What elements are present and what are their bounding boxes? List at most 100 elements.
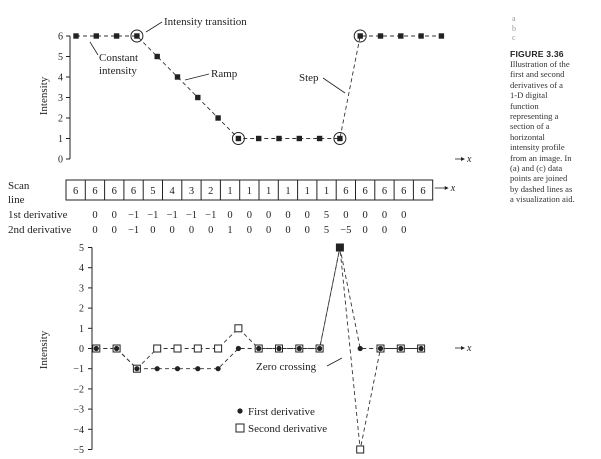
transition-marker xyxy=(231,132,245,145)
profile-point xyxy=(93,33,99,39)
derivative-value: 0 xyxy=(363,210,368,221)
step-label: Step xyxy=(299,72,319,84)
caption-line: from an image. In xyxy=(510,152,572,163)
derivative-value: 0 xyxy=(92,210,97,221)
annotation-leader xyxy=(89,41,99,56)
y-tick-label: 1 xyxy=(58,134,63,145)
scan-line-cell: 6 xyxy=(73,186,78,197)
derivative-value: 0 xyxy=(305,210,310,221)
second-derivative-line xyxy=(96,247,422,450)
derivative-value: 0 xyxy=(266,210,271,221)
y-tick-label: 0 xyxy=(79,344,84,355)
derivative-row-label: 1st derivative xyxy=(8,209,68,221)
ramp-label: Ramp xyxy=(211,68,238,80)
caption-line: (a) and (c) data xyxy=(510,162,563,173)
derivative-value: −1 xyxy=(147,210,158,221)
derivative-value: 0 xyxy=(401,210,406,221)
scan-line-label: line xyxy=(8,194,25,206)
caption-line: first and second xyxy=(510,69,565,80)
derivative-value: −5 xyxy=(340,225,351,236)
scan-line-cell: 6 xyxy=(92,186,97,197)
caption-line: horizontal xyxy=(510,131,545,142)
derivative-value: 0 xyxy=(266,225,271,236)
scan-line-cell: 6 xyxy=(401,186,406,197)
caption-line: section of a xyxy=(510,121,550,132)
scan-line-cell: 1 xyxy=(247,186,252,197)
profile-point xyxy=(357,33,363,39)
derivative-value: 0 xyxy=(382,210,387,221)
y-tick-label: 0 xyxy=(58,155,63,166)
caption-line: derivatives of a xyxy=(510,79,563,90)
y-tick-label: −4 xyxy=(73,425,84,436)
first-derivative-point xyxy=(357,345,363,352)
scan-line-cell: 6 xyxy=(131,186,136,197)
profile-point xyxy=(276,135,282,142)
profile-point xyxy=(215,115,221,121)
derivative-value: 0 xyxy=(227,210,232,221)
derivative-value: 0 xyxy=(189,225,194,236)
first-derivative-point xyxy=(235,345,241,352)
panel-letters: a b c xyxy=(510,14,596,43)
second-derivative-point xyxy=(356,445,365,454)
derivative-value: −1 xyxy=(186,210,197,221)
scan-line-cell: 4 xyxy=(170,186,176,197)
scan-line-cell: 1 xyxy=(285,186,290,197)
scan-line-cell: 6 xyxy=(343,186,348,197)
scan-line-cell: 6 xyxy=(112,186,117,197)
x-axis-label: x xyxy=(450,183,456,194)
profile-point xyxy=(418,33,424,39)
first-derivative-point xyxy=(215,366,221,372)
figure-caption: a b c FIGURE 3.36 Illustration of the fir… xyxy=(510,14,596,205)
panel-letter-c: c xyxy=(512,33,516,42)
profile-plot: 0 1 2 3 4 5 6 Intensity x Intensity transition Con… xyxy=(38,16,472,166)
caption-text: Illustration of the first and second deriv… xyxy=(510,59,596,205)
derivative-value: 0 xyxy=(285,210,290,221)
derivative-row-label: 2nd derivative xyxy=(8,224,71,236)
profile-point xyxy=(316,135,323,142)
profile-point xyxy=(174,74,181,80)
first-derivative-point xyxy=(276,345,282,352)
first-derivative-point xyxy=(377,345,384,352)
scan-line-cell: 1 xyxy=(324,186,329,197)
derivative-value: 5 xyxy=(324,210,329,221)
y-tick-label: −5 xyxy=(73,445,84,456)
transition-marker xyxy=(353,29,367,43)
y-tick-label: −1 xyxy=(73,364,84,375)
derivative-value: 0 xyxy=(170,225,175,236)
y-tick-label: −2 xyxy=(73,384,84,395)
caption-line: by dashed lines as xyxy=(510,183,573,194)
y-axis-label: Intensity xyxy=(38,76,50,115)
derivative-value: −1 xyxy=(128,225,139,236)
first-derivative-point xyxy=(93,345,99,352)
y-tick-label: 1 xyxy=(79,324,84,335)
profile-point xyxy=(337,135,343,142)
caption-line: 1-D digital xyxy=(510,90,548,101)
derivative-value: 0 xyxy=(112,225,117,236)
first-derivative-point xyxy=(337,244,343,251)
scan-line-label: Scan xyxy=(8,180,30,192)
first-derivative-point xyxy=(256,345,262,352)
derivative-value: 0 xyxy=(112,210,117,221)
derivative-value: 5 xyxy=(324,225,329,236)
profile-point xyxy=(398,33,404,39)
constant-label: intensity xyxy=(99,65,137,77)
scan-line-cell: 5 xyxy=(150,186,155,197)
scan-line-cell: 1 xyxy=(266,186,271,197)
derivative-value: −1 xyxy=(167,210,178,221)
x-direction-arrowhead xyxy=(461,157,465,161)
x-direction-arrowhead xyxy=(461,346,465,350)
x-direction-arrowhead xyxy=(444,186,449,190)
caption-line: points are joined xyxy=(510,173,568,184)
derivative-value: 1 xyxy=(227,225,232,236)
zero-crossing-label: Zero crossing xyxy=(256,361,317,373)
y-tick-label: 2 xyxy=(79,304,84,315)
profile-point xyxy=(256,135,262,142)
derivative-value: 0 xyxy=(285,225,290,236)
y-tick-label: −3 xyxy=(73,405,84,416)
legend-first-label: First derivative xyxy=(248,406,315,418)
first-derivative-point xyxy=(398,345,404,352)
intensity-transition-label: Intensity transition xyxy=(164,16,247,28)
derivative-value: 0 xyxy=(343,210,348,221)
annotation-leader xyxy=(145,21,163,33)
